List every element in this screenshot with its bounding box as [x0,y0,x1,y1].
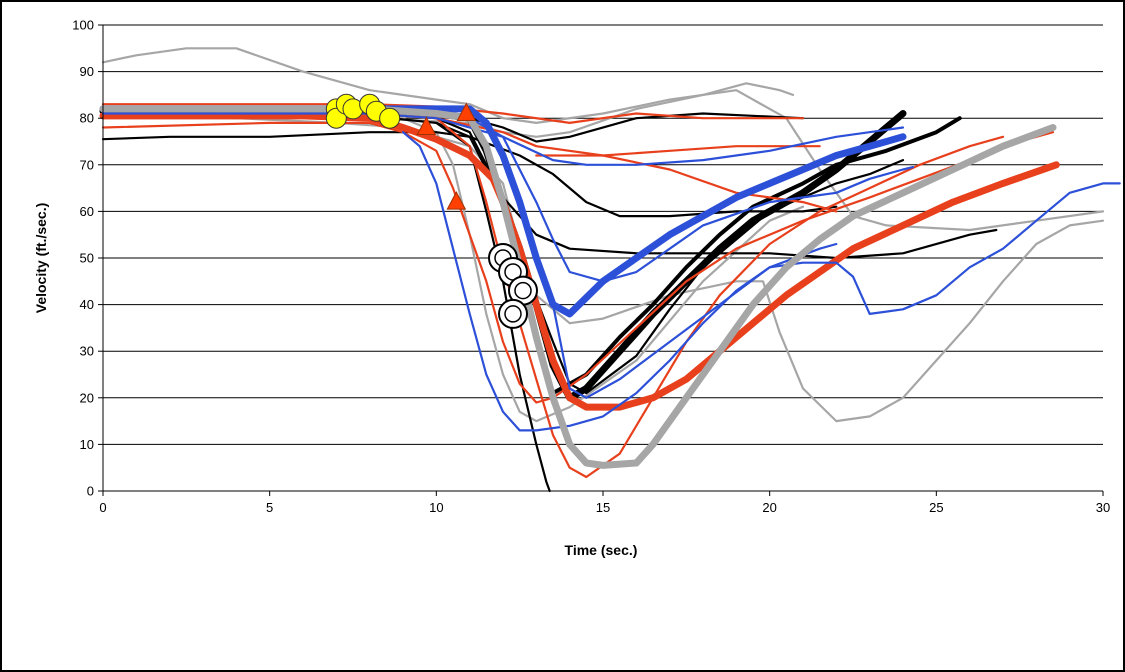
series-line-17 [99,112,1060,411]
x-tick-labels: 0 5 10 15 20 25 30 [99,500,1110,515]
series-layer [99,47,1121,493]
y-tick-label: 0 [87,484,94,499]
y-tick-label: 30 [80,344,94,359]
axes [98,24,1104,496]
y-tick-label: 50 [80,251,94,266]
x-tick-label: 20 [762,500,776,515]
series-line-12 [101,121,1055,404]
series-line-3 [101,82,795,138]
x-tick-label: 10 [429,500,443,515]
ring-marker-inner [514,281,532,300]
series-line-4 [101,112,805,423]
series-line-13 [101,103,805,125]
series-line-19 [401,131,1121,432]
series-line-1 [101,47,1105,232]
x-tick-label: 5 [266,500,273,515]
x-tick-label: 25 [929,500,943,515]
ring-marker-inner [504,305,522,323]
series-line-5 [101,131,838,218]
y-tick-label: 20 [80,390,94,405]
series-line-18 [101,112,905,166]
red-triangle-marker [446,191,467,210]
markers-layer [325,93,538,329]
series-line-11 [551,116,962,396]
x-tick-label: 30 [1096,500,1110,515]
red-triangle-marker [416,116,437,136]
y-tick-label: 90 [80,64,94,79]
y-tick-label: 40 [80,297,94,312]
y-axis-title: Velocity (ft./sec.) [33,203,49,313]
y-tick-label: 70 [80,157,94,172]
x-tick-label: 0 [99,500,106,515]
series-line-22 [99,105,907,318]
series-line-20 [468,117,915,283]
x-tick-label: 15 [596,500,610,515]
x-axis-title: Time (sec.) [565,542,638,558]
y-tick-labels: 0 10 20 30 40 50 60 70 80 90 100 [72,18,94,499]
red-triangle-marker [456,102,477,122]
y-tick-label: 10 [80,437,94,452]
y-tick-label: 100 [72,18,94,33]
yellow-circle-marker [379,107,401,129]
y-tick-label: 80 [80,111,94,126]
gridlines [103,24,1103,445]
y-tick-label: 60 [80,204,94,219]
